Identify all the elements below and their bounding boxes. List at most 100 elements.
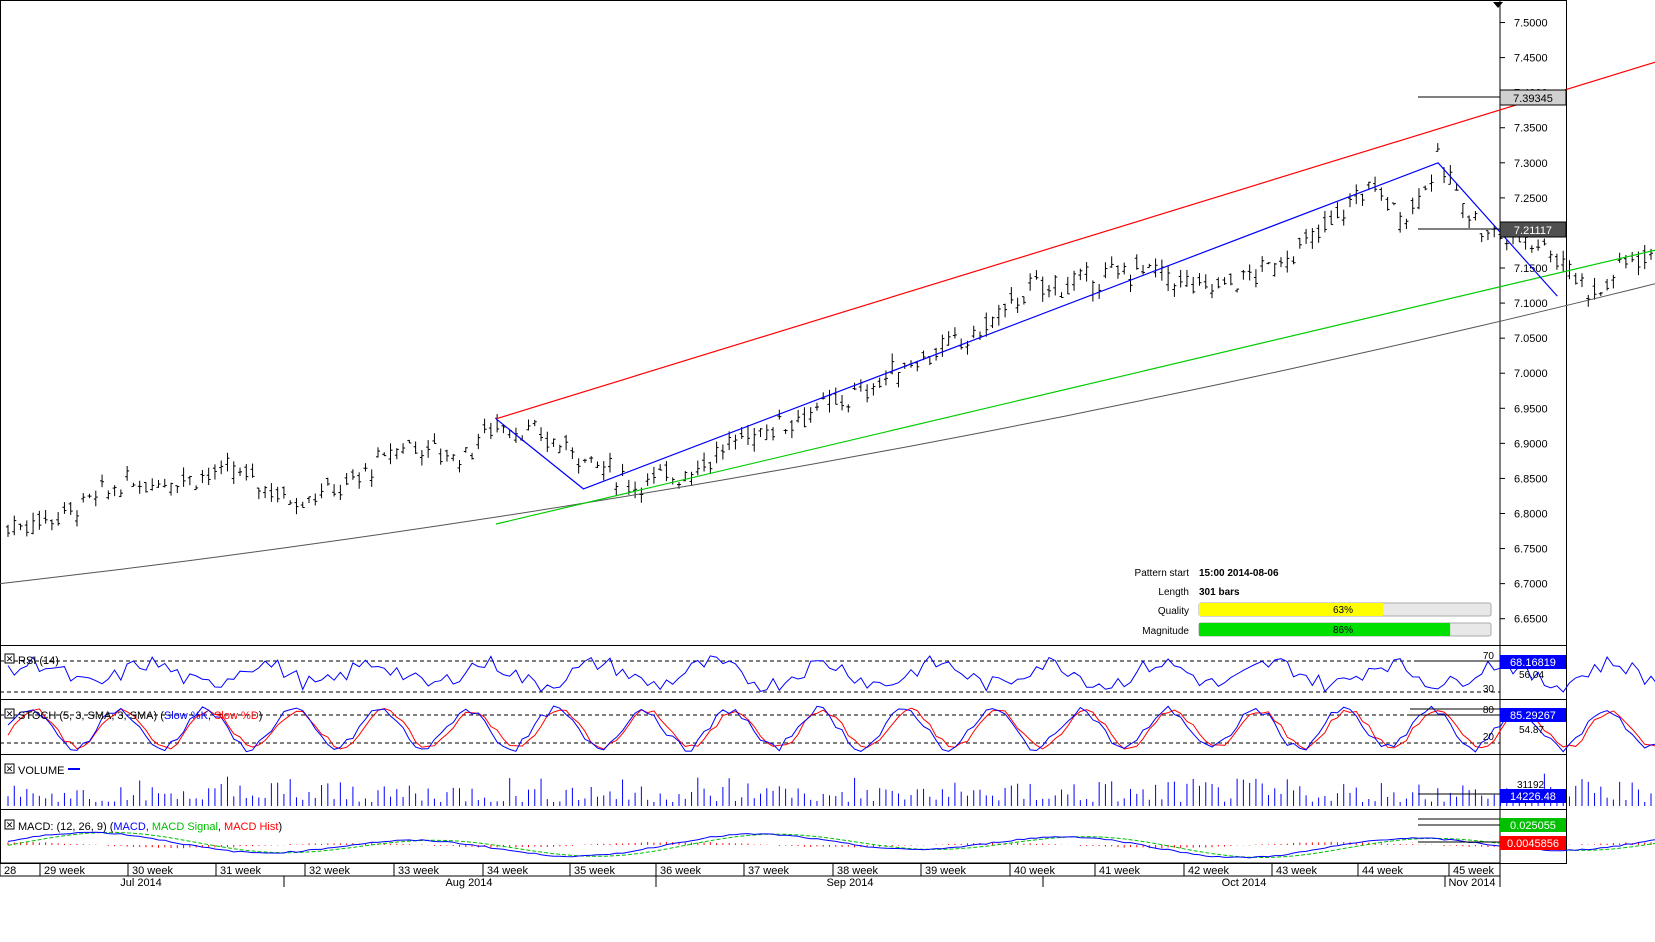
stoch-value-box xyxy=(1500,708,1566,722)
month-label: Aug 2014 xyxy=(445,877,492,889)
macd-close-icon-glyph: ✕ xyxy=(6,820,14,830)
last-price-box xyxy=(1499,89,1567,106)
rsi-line xyxy=(7,655,1655,693)
week-label: 28 xyxy=(4,865,16,877)
quality-label: Quality xyxy=(1158,606,1189,617)
quality-bar-fill xyxy=(1199,603,1383,616)
magnitude-bar-fill xyxy=(1199,623,1451,636)
rsi-value-box xyxy=(1500,655,1566,669)
week-label: 43 week xyxy=(1276,865,1317,877)
stoch-slow-d-line xyxy=(7,707,1655,751)
week-label: 37 week xyxy=(748,865,789,877)
macd-panel: ✕ MACD: (12, 26, 9) (MACD, MACD Signal, … xyxy=(4,818,1655,859)
macd-signal-legend: MACD Signal xyxy=(152,821,218,833)
week-label: 34 week xyxy=(487,865,528,877)
price-tick-label: 7.1000 xyxy=(1514,298,1548,310)
pattern-info-panel: Pattern start 15:00 2014-08-06 Length 30… xyxy=(1135,568,1492,637)
macd-hist-value-box xyxy=(1500,836,1566,850)
macd-hist-legend: MACD Hist xyxy=(224,821,278,833)
price-tick-label: 7.5000 xyxy=(1514,18,1548,30)
scroll-end-icon[interactable] xyxy=(1493,2,1503,8)
moving-average-line xyxy=(0,283,1655,585)
resistance-trend-line xyxy=(495,61,1655,420)
week-label: 38 week xyxy=(837,865,878,877)
week-label: 42 week xyxy=(1188,865,1229,877)
price-tick-label: 6.6500 xyxy=(1514,614,1548,626)
volume-bars xyxy=(7,773,1652,806)
price-tick-label: 6.7500 xyxy=(1514,544,1548,556)
week-label: 39 week xyxy=(925,865,966,877)
quality-value: 63% xyxy=(1333,605,1353,616)
week-label: 41 week xyxy=(1099,865,1140,877)
week-label: 35 week xyxy=(574,865,615,877)
volume-value: 14226.48 xyxy=(1510,791,1556,803)
macd-title: MACD: (12, 26, 9) (MACD, MACD Signal, MA… xyxy=(18,821,282,833)
macd-title-prefix: MACD: (12, 26, 9) xyxy=(18,821,107,833)
magnitude-value: 86% xyxy=(1333,625,1353,636)
macd-legend: MACD xyxy=(113,821,145,833)
price-tick-label: 7.2500 xyxy=(1514,193,1548,205)
week-label: 45 week xyxy=(1453,865,1494,877)
stoch-title: STOCH (5, 3, SMA, 3, SMA) (Slow %K, Slow… xyxy=(18,710,262,722)
volume-close-icon[interactable] xyxy=(4,763,15,774)
price-tick-label: 6.8000 xyxy=(1514,508,1548,520)
price-tick-label: 6.9000 xyxy=(1514,438,1548,450)
stoch-panel: ✕ STOCH (5, 3, SMA, 3, SMA) (Slow %K, Sl… xyxy=(0,705,1655,753)
pattern-start-label: Pattern start xyxy=(1135,568,1190,579)
pattern-start-value: 15:00 2014-08-06 xyxy=(1199,568,1279,579)
price-tick-label: 7.4500 xyxy=(1514,53,1548,65)
rsi-panel: ✕ RSI (14) 70 30 56.04 68.16819 xyxy=(0,651,1655,695)
price-tick-label: 6.7000 xyxy=(1514,579,1548,591)
stoch-level-low-label: 20 xyxy=(1483,732,1495,743)
volume-title: VOLUME xyxy=(18,765,64,777)
macd-hist-value: 0.0045856 xyxy=(1507,838,1559,850)
support-trend-line xyxy=(495,249,1655,525)
stoch-title-prefix: STOCH (5, 3, SMA, 3, SMA) xyxy=(18,710,157,722)
price-tick-label: 7.1500 xyxy=(1514,263,1548,275)
ma-value-box xyxy=(1499,221,1567,238)
price-tick-label: 7.0500 xyxy=(1514,333,1548,345)
volume-close-icon-glyph: ✕ xyxy=(6,764,14,774)
length-value: 301 bars xyxy=(1199,587,1240,598)
week-label: 31 week xyxy=(220,865,261,877)
stoch-value: 85.29267 xyxy=(1510,710,1556,722)
price-tick-label: 6.8500 xyxy=(1514,473,1548,485)
panel-frame xyxy=(0,645,1567,700)
month-label: Oct 2014 xyxy=(1222,877,1267,889)
rsi-level-low-label: 30 xyxy=(1483,684,1495,695)
magnitude-label: Magnitude xyxy=(1142,626,1189,637)
price-bars xyxy=(6,143,1653,537)
week-label: 33 week xyxy=(398,865,439,877)
wave-pattern-line xyxy=(495,162,1558,490)
week-label: 32 week xyxy=(309,865,350,877)
macd-line xyxy=(7,831,1655,859)
time-axis: 28 29 week 30 week 31 week 32 week 33 week 34 … xyxy=(0,862,1500,889)
macd-value-box xyxy=(1500,818,1566,832)
volume-value-box xyxy=(1500,789,1566,803)
macd-close-icon[interactable] xyxy=(4,819,15,830)
macd-value: 0.025055 xyxy=(1510,820,1556,832)
week-label: 36 week xyxy=(660,865,701,877)
month-label: Nov 2014 xyxy=(1448,877,1495,889)
stoch-close-icon-glyph: ✕ xyxy=(6,709,14,719)
stoch-slow-k-legend: Slow %K xyxy=(164,710,209,722)
stoch-slow-k-line xyxy=(7,705,1655,753)
rsi-close-icon-glyph: ✕ xyxy=(6,654,14,664)
rsi-close-icon[interactable] xyxy=(4,653,15,664)
volume-max-label: 31192 xyxy=(1517,780,1545,791)
volume-panel: ✕ VOLUME 31192 14226.48 xyxy=(4,763,1652,806)
stoch-close-icon[interactable] xyxy=(4,708,15,719)
price-tick-label: 6.9500 xyxy=(1514,403,1548,415)
panel-frames xyxy=(0,0,1567,887)
length-label: Length xyxy=(1158,587,1189,598)
panel-frame xyxy=(0,809,1567,864)
price-axis: 7.50007.45007.40007.35007.30007.25007.20… xyxy=(1500,18,1548,626)
week-label: 29 week xyxy=(44,865,85,877)
price-tick-label: 7.3000 xyxy=(1514,158,1548,170)
macd-signal-line xyxy=(7,831,1655,858)
week-label: 40 week xyxy=(1014,865,1055,877)
ma-value-label: 7.21117 xyxy=(1514,225,1552,237)
panel-frame xyxy=(0,0,1567,646)
rsi-value: 68.16819 xyxy=(1510,657,1556,669)
